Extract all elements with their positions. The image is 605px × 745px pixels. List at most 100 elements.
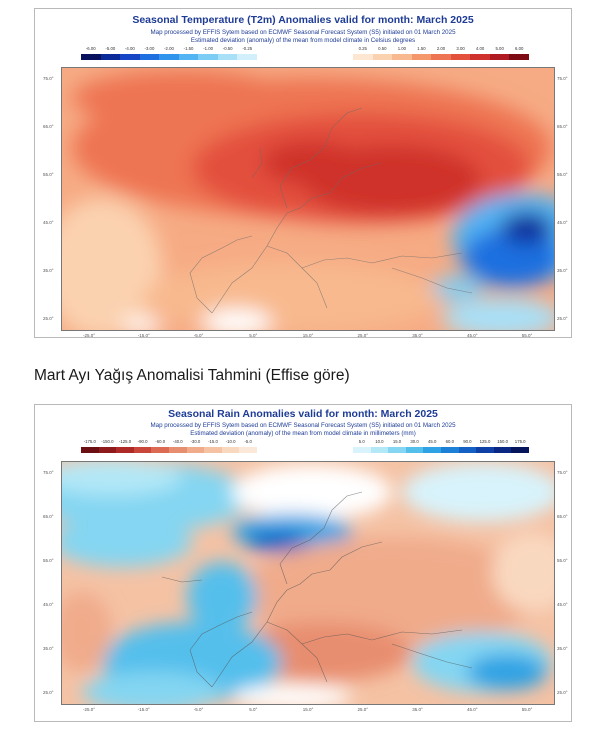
rain-wet-swatch bbox=[388, 447, 407, 453]
rain-wet-swatch bbox=[441, 447, 460, 453]
temperature-latitude-label: 45.0° bbox=[43, 220, 54, 225]
temperature-anomaly-map-panel: Seasonal Temperature (T2m) Anomalies val… bbox=[34, 8, 572, 338]
temperature-latitude-label: 25.0° bbox=[557, 316, 568, 321]
temperature-warm-tick-label: 6.00 bbox=[515, 46, 524, 51]
rain-map-canvas bbox=[61, 461, 555, 705]
temperature-warm-swatch bbox=[489, 54, 510, 60]
rain-latitude-label: 45.0° bbox=[43, 602, 54, 607]
temperature-warm-swatch bbox=[353, 54, 374, 60]
temperature-warm-tick-label: 5.00 bbox=[495, 46, 504, 51]
rain-latitude-label: 35.0° bbox=[557, 646, 568, 651]
temperature-warm-swatch bbox=[392, 54, 413, 60]
rain-dry-tick-label: -40.0 bbox=[172, 439, 183, 444]
rain-wet-tick-label: 15.0 bbox=[392, 439, 402, 444]
temperature-warm-swatch bbox=[372, 54, 393, 60]
rain-map-title: Seasonal Rain Anomalies valid for month:… bbox=[168, 408, 438, 420]
temperature-cold-swatch bbox=[120, 54, 141, 60]
temperature-warm-swatch bbox=[411, 54, 432, 60]
rain-wet-swatch bbox=[405, 447, 424, 453]
rain-map-units: Estimated deviation (anomaly) of the mea… bbox=[190, 430, 416, 437]
temperature-cold-swatch bbox=[159, 54, 180, 60]
rain-wet-tick-label: 60.0 bbox=[445, 439, 454, 444]
rain-wet-swatch bbox=[493, 447, 512, 453]
temperature-cold-tick-label: -5.00 bbox=[105, 46, 116, 51]
temperature-cold-tick-label: -2.00 bbox=[164, 46, 174, 51]
rain-longitude-label: 5.0° bbox=[249, 707, 258, 712]
temperature-warm-tick-label: 0.25 bbox=[358, 46, 367, 51]
temperature-longitude-label: -5.0° bbox=[193, 333, 204, 338]
temperature-latitude-label: 75.0° bbox=[557, 76, 568, 81]
temperature-cold-tick-label: -1.00 bbox=[203, 46, 214, 51]
temperature-cold-tick-label: -1.50 bbox=[183, 46, 194, 51]
rain-dry-swatch bbox=[169, 447, 188, 453]
temperature-cold-swatch bbox=[198, 54, 219, 60]
section-heading: Mart Ayı Yağış Anomalisi Tahmini (Effise… bbox=[34, 367, 350, 384]
temperature-cold-tick-label: -6.00 bbox=[85, 46, 96, 51]
rain-longitude-label: -15.0° bbox=[137, 707, 150, 712]
temperature-map-title: Seasonal Temperature (T2m) Anomalies val… bbox=[132, 14, 474, 26]
temperature-warm-tick-label: 4.00 bbox=[475, 46, 485, 51]
temperature-latitude-label: 65.0° bbox=[557, 124, 568, 129]
rain-wet-tick-label: 5.0 bbox=[358, 439, 365, 444]
rain-latitude-label: 65.0° bbox=[557, 514, 568, 519]
rain-dry-swatch bbox=[133, 447, 152, 453]
rain-dry-tick-label: -15.0 bbox=[208, 439, 218, 444]
rain-wet-swatch bbox=[511, 447, 530, 453]
temperature-longitude-label: -15.0° bbox=[137, 333, 150, 338]
temperature-longitude-label: 35.0° bbox=[412, 333, 423, 338]
temperature-warm-swatch bbox=[431, 54, 452, 60]
temperature-latitude-label: 65.0° bbox=[43, 124, 54, 129]
rain-dry-swatch bbox=[116, 447, 135, 453]
rain-wet-tick-label: 10.0 bbox=[375, 439, 384, 444]
rain-latitude-label: 75.0° bbox=[557, 470, 568, 475]
temperature-warm-tick-label: 1.50 bbox=[417, 46, 426, 51]
temperature-cold-tick-label: -0.25 bbox=[242, 46, 253, 51]
rain-latitude-label: 25.0° bbox=[557, 690, 568, 695]
rain-latitude-label: 55.0° bbox=[557, 558, 568, 563]
temperature-warm-tick-label: 3.00 bbox=[456, 46, 465, 51]
temperature-latitude-label: 75.0° bbox=[43, 76, 54, 81]
rain-dry-swatch bbox=[81, 447, 100, 453]
rain-wet-swatch bbox=[476, 447, 495, 453]
rain-longitude-label: -5.0° bbox=[193, 707, 204, 712]
rain-wet-swatch bbox=[458, 447, 477, 453]
temperature-longitude-label: 15.0° bbox=[302, 333, 314, 338]
rain-dry-swatch bbox=[98, 447, 117, 453]
temperature-warm-colorbar: 0.25 0.50 1.00 1.50 2.00 3.00 4.00 5.00 6.00 bbox=[353, 46, 530, 60]
rain-dry-tick-label: -90.0 bbox=[137, 439, 148, 444]
rain-anomaly-map-panel: Seasonal Rain Anomalies valid for month:… bbox=[34, 404, 572, 722]
rain-dry-tick-label: -30.0 bbox=[190, 439, 201, 444]
temperature-cold-tick-label: -3.00 bbox=[144, 46, 155, 51]
temperature-longitude-label: 25.0° bbox=[357, 333, 369, 338]
rain-latitude-label: 35.0° bbox=[43, 646, 54, 651]
rain-longitude-label: 25.0° bbox=[357, 707, 369, 712]
rain-longitude-label: -25.0° bbox=[82, 707, 96, 712]
rain-wet-tick-label: 150.0 bbox=[497, 439, 508, 444]
temperature-latitude-label: 25.0° bbox=[43, 316, 54, 321]
rain-map-source: Map processed by EFFIS Sytem based on EC… bbox=[150, 422, 456, 429]
temperature-warm-swatch bbox=[509, 54, 530, 60]
rain-dry-tick-label: -175.0 bbox=[83, 439, 96, 444]
rain-latitude-label: 25.0° bbox=[43, 690, 54, 695]
temperature-latitude-label: 45.0° bbox=[557, 220, 568, 225]
temperature-map-image bbox=[62, 68, 554, 330]
rain-dry-swatch bbox=[186, 447, 205, 453]
temperature-warm-tick-label: 2.00 bbox=[436, 46, 446, 51]
temperature-latitude-label: 35.0° bbox=[43, 268, 54, 273]
rain-wet-swatch bbox=[370, 447, 389, 453]
rain-wet-swatch bbox=[423, 447, 442, 453]
rain-longitude-label: 55.0° bbox=[521, 707, 533, 712]
temperature-map-units: Estimated deviation (anomaly) of the mea… bbox=[190, 37, 416, 44]
rain-wet-tick-label: 30.0 bbox=[410, 439, 419, 444]
temperature-cold-swatch bbox=[81, 54, 102, 60]
temperature-cold-swatch bbox=[237, 54, 258, 60]
rain-map-image bbox=[62, 462, 554, 704]
temperature-warm-tick-label: 0.50 bbox=[378, 46, 387, 51]
temperature-cold-swatch bbox=[139, 54, 160, 60]
rain-wet-tick-label: 125.0 bbox=[479, 439, 491, 444]
rain-wet-colorbar: 5.0 10.0 15.0 30.0 45.0 60.0 90.0 125.0 150.0 175… bbox=[353, 439, 530, 453]
temperature-cold-tick-label: -0.50 bbox=[222, 46, 233, 51]
rain-dry-tick-label: -125.0 bbox=[118, 439, 132, 444]
temperature-latitude-label: 55.0° bbox=[557, 172, 568, 177]
temperature-map-source: Map processed by EFFIS Sytem based on EC… bbox=[150, 29, 456, 36]
